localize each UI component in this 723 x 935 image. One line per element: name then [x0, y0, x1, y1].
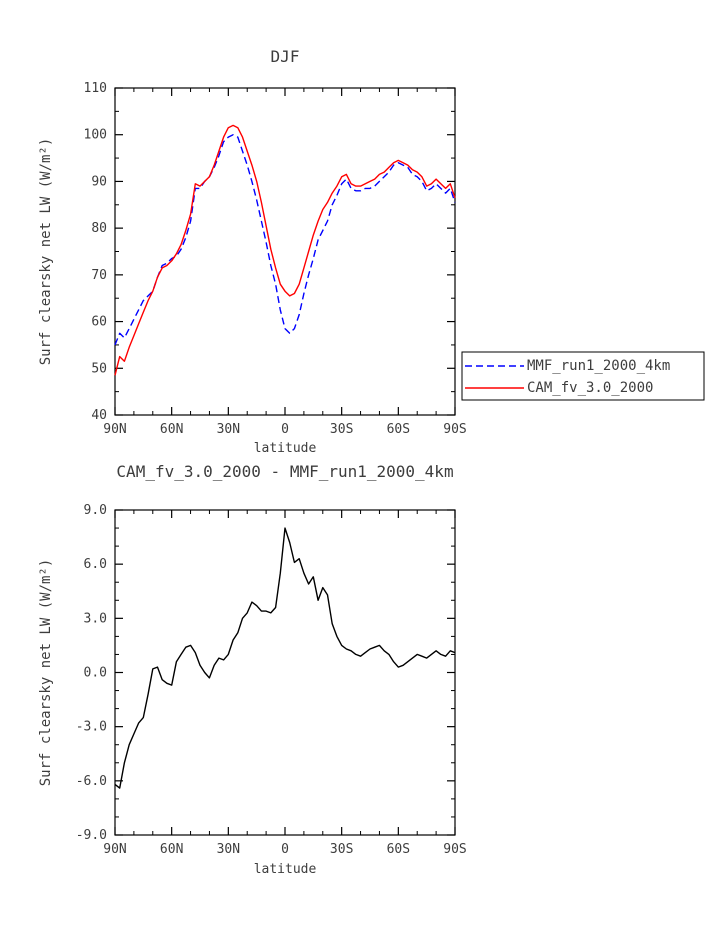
y-tick-label: -3.0 — [76, 720, 107, 735]
chart-title: CAM_fv_3.0_2000 - MMF_run1_2000_4km — [116, 462, 453, 481]
y-tick-label: 40 — [91, 408, 107, 423]
chart-top-group: 90N 60N 30N 0 30S 60S 90S 40 50 60 70 80 90 100 110 DJF… — [38, 47, 705, 455]
x-tick-label: 90N — [103, 422, 126, 437]
y-tick-label: 50 — [91, 361, 107, 376]
y-tick-label: -9.0 — [76, 828, 107, 843]
x-axis-label: latitude — [254, 441, 317, 455]
x-tick-label: 0 — [281, 842, 289, 857]
y-tick-label: 90 — [91, 174, 107, 189]
x-tick-label: 60S — [387, 842, 410, 857]
y-tick-label: 0.0 — [84, 666, 107, 681]
y-tick-label: 80 — [91, 221, 107, 236]
y-axis-label: Surf clearsky net LW (W/m²) — [38, 559, 54, 787]
x-tick-label: 90S — [443, 842, 466, 857]
legend-label: CAM_fv_3.0_2000 — [527, 380, 653, 396]
x-tick-label: 30N — [217, 422, 240, 437]
x-tick-label: 60N — [160, 842, 183, 857]
x-tick-label: 90S — [443, 422, 466, 437]
x-tick-label: 60N — [160, 422, 183, 437]
y-tick-label: 9.0 — [84, 503, 107, 518]
djf-line-chart: 90N 60N 30N 0 30S 60S 90S 40 50 60 70 80 90 100 110 DJF… — [38, 47, 705, 455]
legend-label: MMF_run1_2000_4km — [527, 358, 670, 374]
x-tick-label: 0 — [281, 422, 289, 437]
x-axis-label: latitude — [254, 862, 317, 877]
x-tick-label: 30S — [330, 422, 353, 437]
difference-line-chart: 90N 60N 30N 0 30S 60S 90S -9.0 -6.0 -3.0 0.0 3.0 6.0… — [38, 462, 467, 877]
series-line-cam-minus-mmf-difference — [114, 527, 456, 789]
y-tick-label: 70 — [91, 268, 107, 283]
x-tick-label: 30S — [330, 842, 353, 857]
y-tick-label: 110 — [84, 81, 107, 96]
plot-frame — [114, 509, 456, 836]
series-line-mmf-run1-2000-4km — [114, 133, 456, 346]
y-tick-label: 3.0 — [84, 611, 107, 626]
y-axis-label: Surf clearsky net LW (W/m²) — [38, 138, 54, 366]
plot-frame — [114, 87, 456, 416]
x-tick-label: 90N — [103, 842, 126, 857]
x-tick-label: 60S — [387, 422, 410, 437]
chart-bottom-group: 90N 60N 30N 0 30S 60S 90S -9.0 -6.0 -3.0 0.0 3.0 6.0… — [38, 462, 467, 877]
y-tick-label: -6.0 — [76, 774, 107, 789]
x-tick-label: 30N — [217, 842, 240, 857]
y-tick-label: 60 — [91, 315, 107, 330]
chart-title: DJF — [271, 47, 300, 66]
y-tick-label: 100 — [84, 128, 107, 143]
y-tick-label: 6.0 — [84, 557, 107, 572]
legend-box — [461, 351, 705, 401]
series-line-cam-fv-3-0-2000 — [114, 124, 456, 376]
